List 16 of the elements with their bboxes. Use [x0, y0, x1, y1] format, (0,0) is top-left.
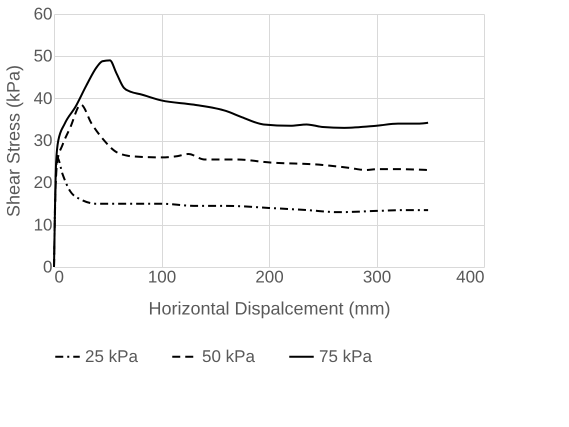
legend-label: 75 kPa: [319, 346, 372, 366]
y-tick-label: 40: [34, 88, 52, 108]
y-tick-label: 60: [34, 4, 52, 24]
y-axis-title: Shear Stress (kPa): [4, 64, 24, 218]
x-axis-title: Horizontal Dispalcement (mm): [148, 298, 391, 318]
y-tick-label: 30: [34, 131, 52, 150]
x-tick-label: 400: [456, 268, 484, 286]
legend-label: 50 kPa: [202, 346, 256, 366]
y-tick-label: 10: [34, 215, 52, 234]
y-tick-label: 50: [34, 46, 52, 66]
x-tick-label: 100: [148, 268, 176, 286]
y-tick-label: 20: [34, 173, 52, 192]
x-tick-label: 0: [54, 268, 64, 286]
x-tick-label: 200: [255, 268, 284, 286]
legend-label: 25 kPa: [85, 346, 138, 366]
x-tick-label: 300: [362, 268, 392, 286]
